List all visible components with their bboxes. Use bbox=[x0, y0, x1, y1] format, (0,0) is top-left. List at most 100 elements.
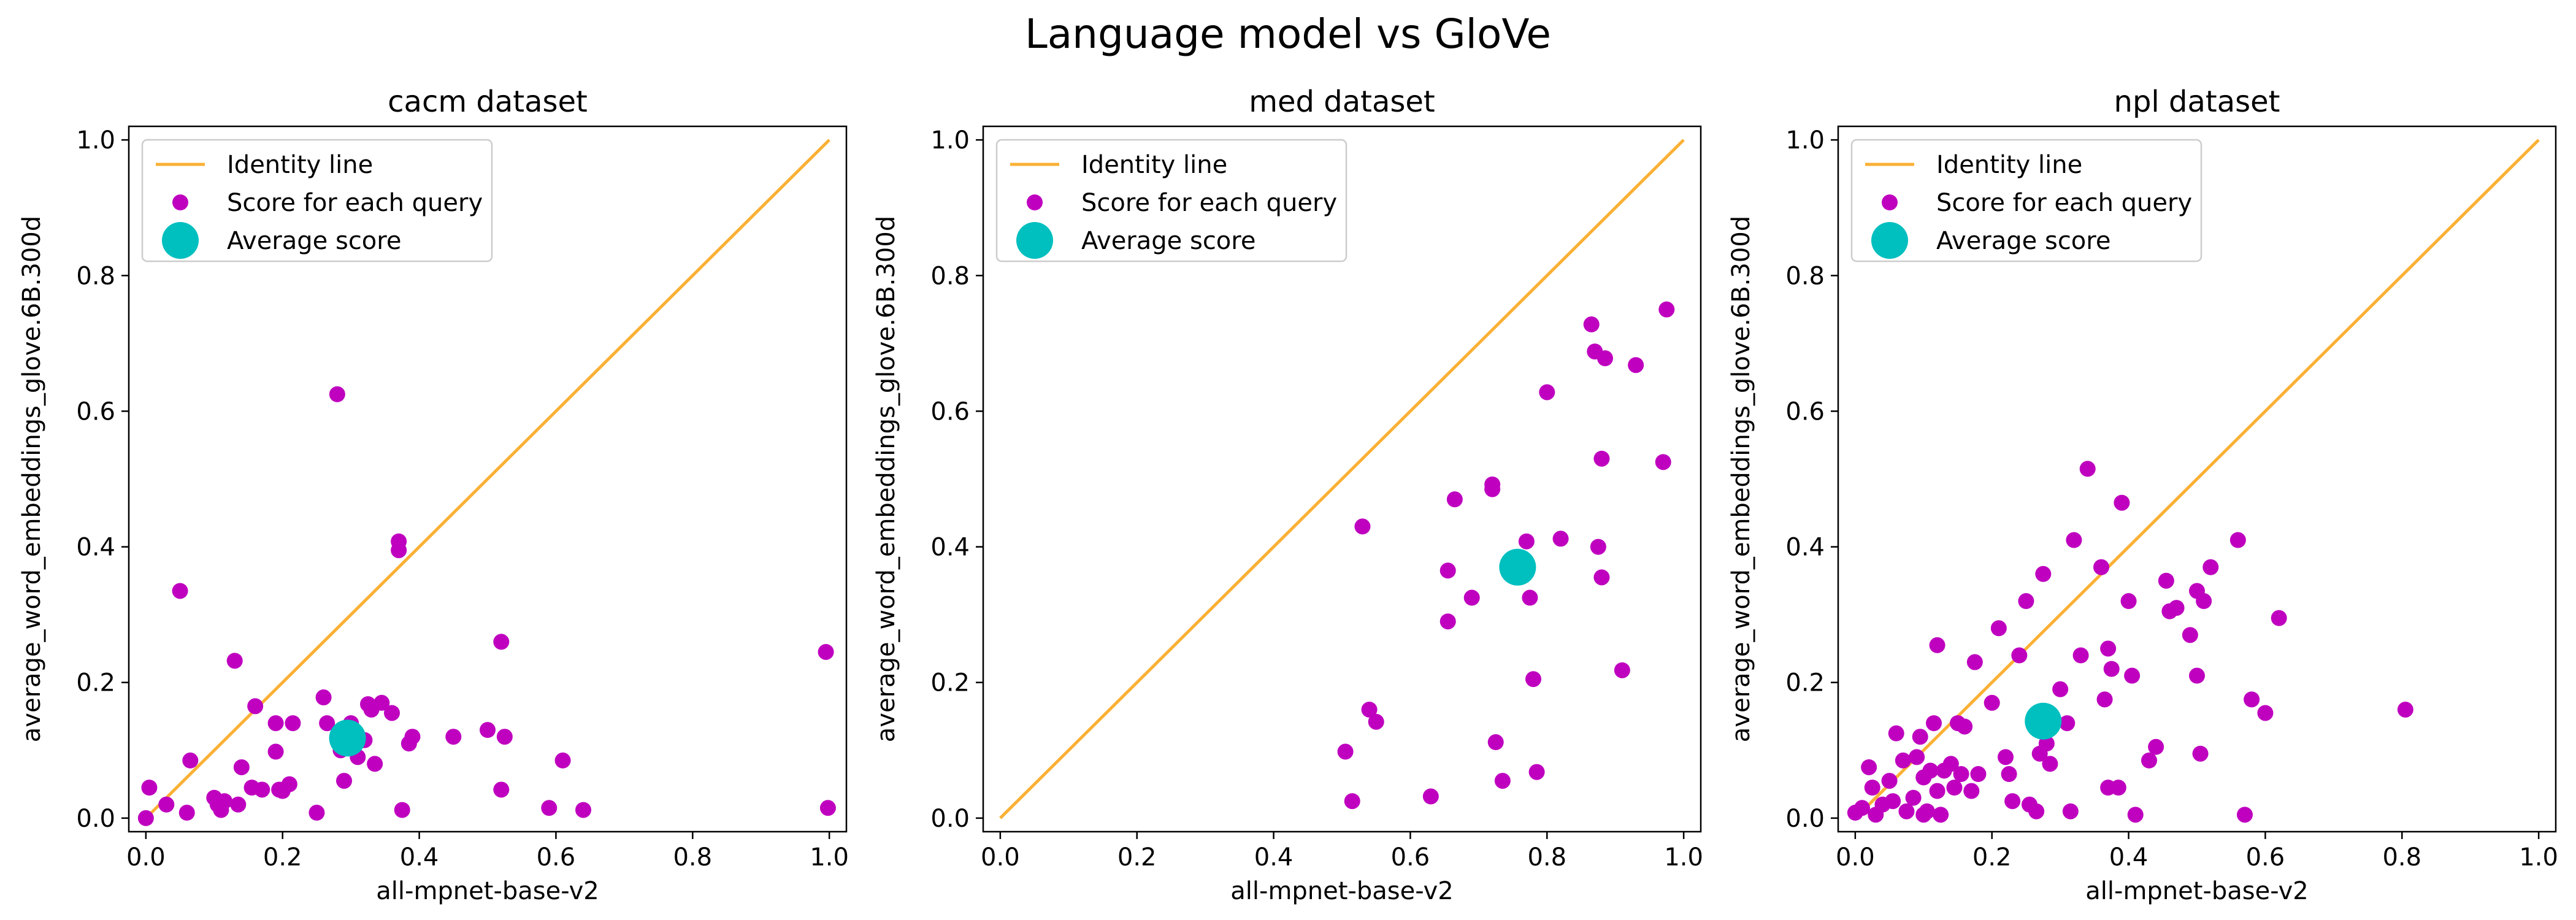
x-axis-label: all-mpnet-base-v2 bbox=[1230, 877, 1453, 905]
y-axis-label: average_word_embeddings_glove.6B.300d bbox=[1727, 216, 1755, 742]
query-score-point bbox=[2189, 667, 2205, 684]
y-tick-label: 0.4 bbox=[930, 534, 970, 562]
query-score-point bbox=[281, 776, 297, 792]
query-score-point bbox=[2093, 559, 2109, 575]
query-score-point bbox=[1926, 715, 1942, 732]
y-tick-label: 0.8 bbox=[1785, 262, 1825, 290]
plot-marks bbox=[999, 139, 1685, 819]
query-score-point bbox=[1990, 620, 2007, 637]
query-score-point bbox=[1895, 752, 1911, 769]
query-score-point bbox=[2141, 752, 2157, 769]
query-score-point bbox=[2004, 793, 2021, 810]
query-score-point bbox=[2192, 745, 2209, 762]
legend-label: Average score bbox=[1081, 227, 1255, 255]
query-score-point bbox=[480, 722, 496, 738]
query-score-point bbox=[233, 759, 250, 775]
y-tick-label: 1.0 bbox=[930, 126, 970, 155]
axes-frame bbox=[982, 125, 1702, 833]
average-score-point bbox=[2025, 702, 2062, 740]
figure-title: Language model vs GloVe bbox=[1025, 10, 1551, 58]
query-score-point bbox=[1354, 518, 1371, 535]
query-score-point bbox=[1522, 589, 1538, 606]
y-tick-label: 0.8 bbox=[930, 262, 970, 290]
subplot-1: 0.0 0.2 0.4 0.6 0.8 1.0 0.0 0.2 0.4 0.6 0.8 1.0 cacm… bbox=[18, 85, 849, 905]
query-score-point bbox=[1583, 316, 1600, 332]
query-score-point bbox=[1494, 773, 1511, 789]
plot-marks bbox=[137, 139, 836, 826]
query-score-point bbox=[2182, 627, 2198, 643]
query-score-point bbox=[1957, 718, 1973, 735]
query-score-point bbox=[1929, 783, 1945, 799]
query-score-point bbox=[2001, 766, 2017, 783]
query-score-point bbox=[230, 796, 247, 813]
query-score-point bbox=[267, 715, 284, 732]
x-axis-label: all-mpnet-base-v2 bbox=[376, 877, 599, 905]
query-score-point bbox=[285, 715, 301, 732]
query-score-point bbox=[2062, 803, 2079, 819]
y-tick-label: 0.4 bbox=[76, 534, 115, 562]
query-score-point bbox=[319, 715, 335, 732]
query-score-point bbox=[1912, 729, 1928, 745]
query-score-point bbox=[247, 698, 264, 715]
query-score-point bbox=[1528, 764, 1545, 780]
query-score-point bbox=[2035, 565, 2052, 582]
query-score-point bbox=[1487, 734, 1504, 751]
query-score-point bbox=[1881, 773, 1898, 789]
legend-average-score-swatch bbox=[1871, 222, 1908, 259]
query-score-point bbox=[2066, 532, 2082, 548]
query-score-point bbox=[1590, 539, 1606, 555]
query-score-point bbox=[2244, 691, 2260, 708]
query-score-point bbox=[2038, 735, 2055, 752]
query-score-point bbox=[2120, 593, 2137, 610]
query-score-point bbox=[1361, 701, 1378, 718]
query-score-point bbox=[374, 694, 390, 711]
query-score-point bbox=[1933, 807, 1949, 823]
legend-average-score-swatch bbox=[162, 222, 199, 259]
legend-label: Average score bbox=[1936, 227, 2110, 255]
query-score-point bbox=[2072, 647, 2089, 664]
query-score-point bbox=[1885, 793, 1901, 810]
query-score-point bbox=[1439, 562, 1456, 579]
query-score-point bbox=[493, 634, 510, 650]
query-score-point bbox=[182, 752, 199, 769]
query-score-point bbox=[137, 810, 154, 826]
subplot-title: npl dataset bbox=[2114, 85, 2280, 119]
query-score-point bbox=[394, 802, 410, 818]
y-tick-label: 1.0 bbox=[76, 126, 115, 155]
query-score-point bbox=[2011, 647, 2028, 664]
y-tick-label: 0.2 bbox=[76, 669, 115, 697]
query-score-point bbox=[2114, 494, 2130, 511]
x-tick-label: 1.0 bbox=[810, 843, 849, 872]
legend-box bbox=[1850, 139, 2202, 263]
y-tick-label: 0.2 bbox=[930, 669, 970, 697]
x-axis-label: all-mpnet-base-v2 bbox=[2085, 877, 2308, 905]
query-score-point bbox=[2168, 600, 2185, 616]
query-score-point bbox=[818, 643, 834, 660]
axes-frame bbox=[1837, 125, 2557, 833]
query-score-point bbox=[2202, 559, 2219, 575]
query-score-point bbox=[1922, 762, 1939, 779]
query-score-point bbox=[1552, 531, 1569, 547]
query-score-point bbox=[226, 653, 243, 669]
query-score-point bbox=[2103, 661, 2120, 677]
subplot-title: med dataset bbox=[1249, 85, 1435, 119]
query-score-point bbox=[1942, 756, 1959, 772]
query-score-point bbox=[384, 705, 400, 721]
average-score-point bbox=[329, 719, 366, 757]
y-tick-label: 0.6 bbox=[1785, 397, 1825, 426]
query-score-point bbox=[1984, 694, 2000, 711]
query-score-point bbox=[1963, 783, 1980, 799]
query-score-point bbox=[2096, 691, 2113, 708]
y-tick-label: 0.8 bbox=[76, 262, 115, 290]
query-score-point bbox=[2100, 640, 2117, 657]
query-score-point bbox=[445, 729, 462, 745]
legend-box bbox=[995, 139, 1347, 263]
query-score-point bbox=[309, 805, 325, 821]
query-score-point bbox=[2237, 807, 2253, 823]
query-score-point bbox=[336, 773, 352, 789]
query-score-point bbox=[1898, 803, 1915, 819]
legend-label: Identity line bbox=[1081, 151, 1227, 179]
query-score-point bbox=[1929, 637, 1945, 653]
x-tick-label: 0.0 bbox=[981, 843, 1020, 872]
x-tick-label: 0.0 bbox=[126, 843, 166, 872]
